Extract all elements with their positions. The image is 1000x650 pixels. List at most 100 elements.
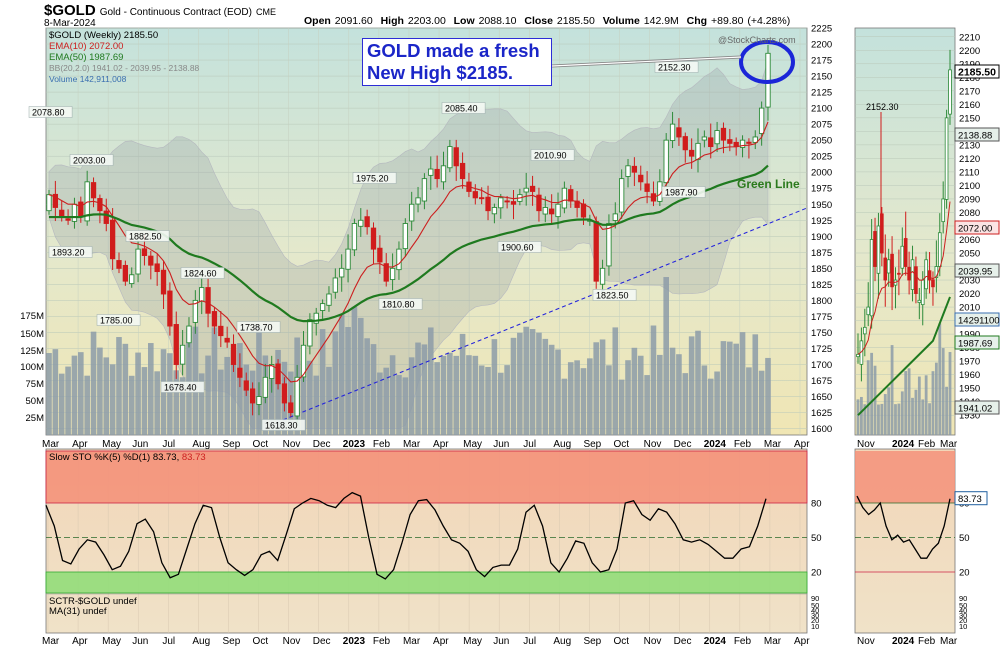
sctr-tick-label: 90 [811,594,819,603]
x-tick-label: Apr [794,636,810,647]
x-tick-label: May [102,636,121,647]
x-tick-label: Sep [583,636,601,647]
candle-body [727,139,733,144]
candle-body [504,200,510,203]
candle-body [52,193,59,208]
price-label: 1882.50 [129,232,162,242]
volume-bar [58,373,65,435]
candle-body [920,279,925,306]
candle-body [129,274,135,285]
volume-bar [637,355,644,435]
candle-body [593,221,599,282]
y-tick-label: 2075 [811,120,832,131]
volume-bar [472,355,479,435]
volume-tick-label: 25M [26,413,45,424]
volume-bar [900,391,904,435]
y-tick-label: 1950 [959,384,980,395]
y-tick-label: 2090 [959,194,980,205]
volume-bar [752,334,759,435]
volume-bar [167,353,173,435]
y-tick-label: 1825 [811,280,832,291]
sctr-tick-label: 20 [959,616,967,625]
price-label-box [96,314,141,326]
sctr-tick-label: 50 [811,601,819,610]
volume-bar [669,347,676,435]
candle-body [154,263,160,273]
candle-body [428,168,434,176]
candle-body [339,267,345,278]
price-label-box [125,230,170,242]
volume-bar [695,330,701,435]
sto-tick-label: 50 [811,533,822,544]
candle-body [103,210,109,224]
candle-body [510,201,517,205]
volume-bar [135,352,141,435]
y-tick-label: 1625 [811,408,832,419]
candle-body [345,248,351,270]
candle-body [199,287,205,302]
candle-body [644,183,650,192]
value-tag-box [954,312,1000,327]
legend-ema50: EMA(50) 1987.69 [49,52,124,63]
value-tag-box [954,127,1000,142]
price-label: 2003.00 [73,156,106,166]
volume-bar [870,352,874,435]
volume-tick-label: 75M [26,379,45,390]
y-tick-label: 1775 [811,312,832,323]
volume-bar [46,353,52,435]
volume-bar [917,376,921,435]
volume-bar [396,375,402,435]
volume-bar [122,343,129,435]
x-tick-label: Nov [644,439,662,450]
candle-body [116,260,122,269]
volume-bar [580,368,587,435]
candle-body [224,337,230,343]
x-tick-label: Jul [523,636,536,647]
x-tick-label: 2024 [892,439,915,450]
overbought-zone [45,450,808,504]
volume-bar [268,367,275,435]
y-tick-label: 1700 [811,360,832,371]
volume-bar [402,377,409,435]
ohlc-summary: Open 2091.60 High 2203.00 Low 2088.10 Cl… [304,15,791,27]
legend-bb: BB(20,2.0) 1941.02 - 2039.95 - 2138.88 [49,63,200,73]
volume-bar [945,386,948,435]
candle-body [937,232,942,267]
volume-bar [877,404,880,435]
x-tick-label: Jun [493,439,509,450]
volume-bar [319,329,326,435]
volume-bar [192,326,199,435]
candle-body [880,213,884,254]
y-tick-label: 2175 [811,56,832,67]
candle-body [606,223,612,267]
price-label: 1810.80 [382,300,415,310]
candle-body [141,248,148,256]
y-tick-label: 2050 [959,249,980,260]
candle-body [869,239,874,317]
x-tick-label: Jun [493,636,509,647]
candle-body [886,259,891,274]
volume-bar [478,365,485,435]
volume-bar [536,332,542,435]
volume-bar [313,375,320,435]
x-tick-label: Dec [674,636,692,647]
y-tick-label: 2030 [959,276,980,287]
candle-body [351,223,358,251]
candle-body [211,311,218,327]
candle-body [358,219,364,227]
price-label: 1823.50 [596,291,629,301]
volume-bar [364,338,370,435]
y-tick-label: 1875 [811,248,832,259]
candle-body [46,194,52,212]
candle-body [472,191,478,199]
candle-body [402,223,408,250]
x-tick-label: Aug [553,439,571,450]
candle-body [927,270,932,281]
candle-body [663,139,669,184]
price-label-box [28,106,73,118]
candle-body [948,69,952,115]
x-tick-label: May [463,636,482,647]
price-label-box [69,154,114,166]
volume-bar [739,332,746,435]
